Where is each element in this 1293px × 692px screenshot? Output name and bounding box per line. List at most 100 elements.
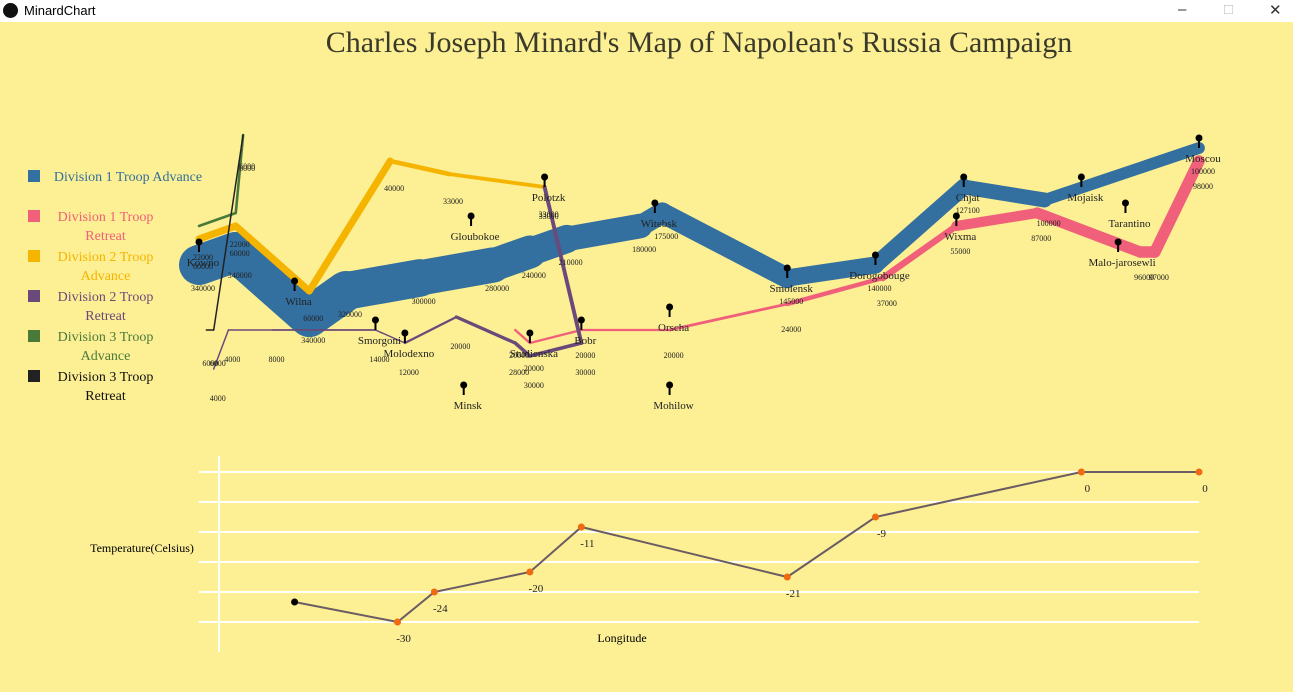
- troop-segment: [454, 315, 517, 345]
- temperature-point: [783, 573, 791, 581]
- troop-segment: [513, 328, 532, 345]
- legend-swatch: [28, 290, 40, 302]
- troop-count: 240000: [522, 271, 546, 280]
- legend-swatch: [28, 250, 40, 262]
- troop-count: 340000: [191, 284, 215, 293]
- legend-item: Division 3 Troop Retreat: [28, 368, 208, 408]
- city-pin: [1114, 238, 1122, 246]
- troop-segment: [879, 222, 960, 282]
- troop-count: 175000: [654, 232, 678, 241]
- troop-segment: [1038, 142, 1205, 206]
- troop-segment: [305, 157, 394, 295]
- temperature-label: 0: [1085, 483, 1091, 495]
- troop-labels: 340000 340000 340000 320000 300000 280000 2400…: [191, 162, 1215, 403]
- maximize-button[interactable]: □: [1224, 1, 1234, 18]
- city-pin: [460, 381, 468, 389]
- troop-segment: [528, 328, 583, 345]
- city-name: Dorogobouge: [849, 270, 910, 282]
- troop-count: 6000: [202, 359, 218, 368]
- city-pin: [1121, 199, 1129, 207]
- troop-count: 6000: [210, 359, 226, 368]
- city-name: Moscou: [1185, 153, 1221, 165]
- troop-count: 24000: [781, 325, 801, 334]
- troop-segment: [212, 134, 244, 331]
- troop-count: 96000: [1134, 273, 1154, 282]
- troop-count: 20000: [509, 351, 529, 360]
- city-name: Orscha: [658, 322, 689, 334]
- legend-item: Division 2 Troop Retreat: [28, 288, 208, 328]
- temperature-point: [577, 523, 585, 531]
- temperature-label: -11: [580, 538, 594, 550]
- legend-swatch: [28, 370, 40, 382]
- troop-segment: [554, 213, 653, 252]
- city-pin: [1195, 134, 1203, 142]
- minimize-button[interactable]: –: [1178, 1, 1187, 18]
- temperature-label: -21: [786, 588, 801, 600]
- legend-label: Division 2 Troop Advance: [57, 250, 154, 284]
- troop-count: 22000: [230, 240, 250, 249]
- troop-count: 28000: [509, 368, 529, 377]
- troop-count: 340000: [228, 271, 252, 280]
- city-name: Studienska: [510, 348, 558, 360]
- troop-count: 33000: [539, 210, 559, 219]
- temperature-label: -30: [396, 633, 411, 645]
- troop-segment: [1149, 155, 1205, 258]
- troop-count: 14000: [369, 355, 389, 364]
- legend-item: Division 1 Troop Retreat: [28, 208, 208, 248]
- legend-swatch: [28, 170, 40, 182]
- troop-segment: [387, 158, 452, 177]
- close-button[interactable]: ✕: [1269, 2, 1282, 19]
- city-pin: [526, 329, 534, 337]
- troop-count: 33000: [443, 197, 463, 206]
- legend-label: Division 1 Troop Advance: [53, 170, 203, 185]
- temperature-point: [1195, 468, 1203, 476]
- troop-count: 280000: [485, 284, 509, 293]
- troop-segment: [867, 178, 972, 274]
- legend-label: Division 3 Troop Retreat: [57, 370, 154, 404]
- city-name: Witebsk: [641, 218, 678, 230]
- temperature-line: [294, 471, 1199, 624]
- troop-segment: [951, 207, 1043, 232]
- troop-count: 140000: [867, 284, 891, 293]
- city-pin: [401, 329, 409, 337]
- window-title: MinardChart: [24, 3, 96, 18]
- troop-count: 20000: [450, 342, 470, 351]
- city-name: Smorgoni: [358, 335, 401, 347]
- temperature-label: -20: [529, 583, 544, 595]
- troop-count: 97000: [1149, 273, 1169, 282]
- temperature-point: [526, 568, 534, 576]
- temperature-label: -9: [877, 528, 887, 540]
- troop-count: 320000: [338, 310, 362, 319]
- city-pin: [651, 199, 659, 207]
- city-pin: [195, 238, 203, 246]
- legend: Division 1 Troop Advance Division 1 Troop…: [28, 168, 208, 408]
- troop-count: 60000: [230, 249, 250, 258]
- troop-count: 300000: [412, 297, 436, 306]
- troop-segment: [956, 179, 1053, 208]
- city-name: Malo-jarosewli: [1089, 257, 1156, 269]
- chart-title: Charles Joseph Minard's Map of Napolean'…: [326, 26, 1073, 59]
- city-pin: [291, 277, 299, 285]
- city-pin: [467, 212, 475, 220]
- troop-segment: [212, 329, 230, 370]
- city-pin: [960, 173, 968, 181]
- troop-count: 100000: [1191, 167, 1215, 176]
- troop-count: 6000: [239, 164, 255, 173]
- troop-count: 55000: [950, 247, 970, 256]
- city-pin: [871, 251, 879, 259]
- troop-segment: [197, 211, 238, 228]
- troop-segment: [651, 202, 798, 289]
- city-name: Smolensk: [770, 283, 814, 295]
- troop-segment: [513, 341, 532, 358]
- city-name: Gloubokoe: [451, 231, 500, 243]
- temperature-label: 0: [1202, 483, 1208, 495]
- temperature-point: [291, 598, 299, 606]
- troop-count: 340000: [301, 336, 325, 345]
- troop-count: 33000: [539, 212, 559, 221]
- city-name: Minsk: [454, 400, 483, 412]
- troop-count: 30000: [575, 368, 595, 377]
- legend-label: Division 3 Troop Advance: [57, 330, 154, 364]
- troop-segment: [778, 256, 884, 287]
- legend-swatch: [28, 210, 40, 222]
- troop-count: 20000: [575, 351, 595, 360]
